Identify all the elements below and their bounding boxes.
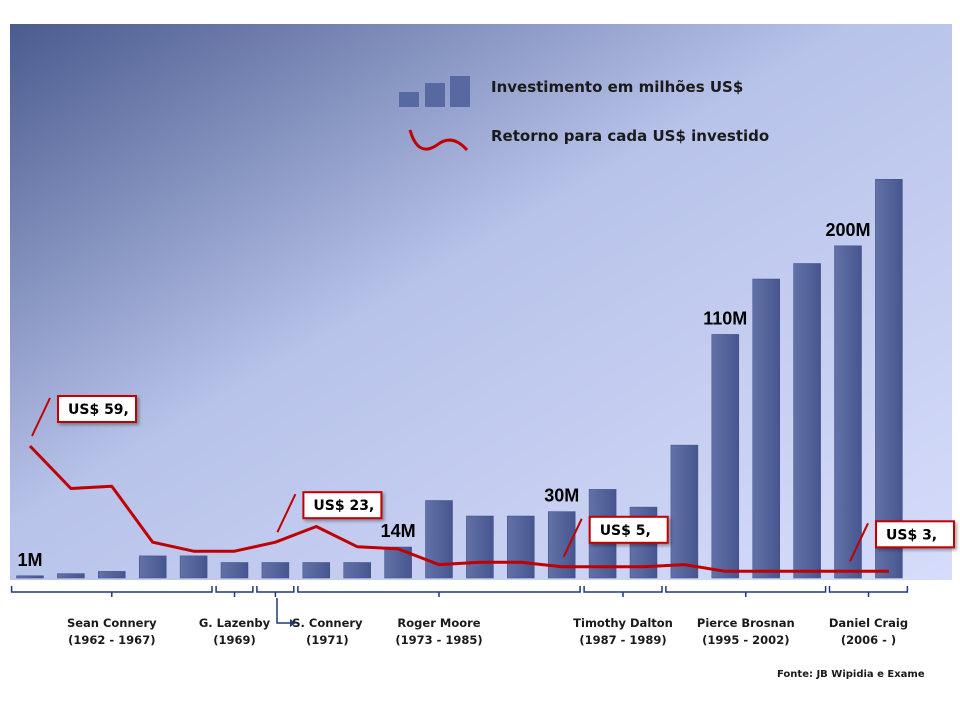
bar-1973 bbox=[302, 562, 331, 579]
callouts: US$ 59, US$ 23, US$ 5, US$ 3, bbox=[31, 395, 955, 562]
era-name-0: Sean Connery bbox=[67, 616, 157, 630]
bar-1995 bbox=[670, 444, 699, 579]
legend-bar-icon-1 bbox=[399, 92, 419, 107]
bar-1964 bbox=[98, 571, 126, 579]
bar-1963 bbox=[57, 573, 85, 579]
era-years-1: (1969) bbox=[213, 633, 256, 647]
era-brackets: Sean Connery (1962 - 1967) G. Lazenby (1969… bbox=[10, 586, 909, 647]
era-name-3: Roger Moore bbox=[397, 616, 480, 630]
bar-1999 bbox=[752, 278, 780, 579]
era-bracket-3 bbox=[297, 586, 581, 597]
bars-layer bbox=[16, 179, 903, 579]
peak-label-1977: 14M bbox=[381, 521, 416, 541]
legend-line-icon bbox=[408, 129, 469, 152]
callout-pointer-2006 bbox=[849, 522, 869, 562]
bar-1969 bbox=[220, 562, 249, 579]
era-years-6: (2006 - ) bbox=[841, 633, 896, 647]
bar-1967 bbox=[179, 555, 208, 579]
era-bracket-6 bbox=[828, 586, 909, 597]
source-note: Fonte: JB Wipidia e Exame bbox=[777, 669, 925, 680]
bar-1971 bbox=[261, 562, 290, 579]
era-name-1: G. Lazenby bbox=[199, 616, 271, 630]
era-years-2: (1971) bbox=[306, 633, 349, 647]
bar-1974 bbox=[343, 562, 371, 579]
era-years-0: (1962 - 1967) bbox=[68, 633, 155, 647]
era-bracket-5 bbox=[665, 586, 827, 597]
peak-label-1985: 30M bbox=[544, 486, 579, 506]
callout-box-1985 bbox=[588, 515, 669, 544]
era-years-5: (1995 - 2002) bbox=[702, 633, 789, 647]
era-bracket-1 bbox=[215, 586, 254, 597]
legend: Investimento em milhões US$ Retorno para… bbox=[399, 76, 769, 152]
era-years-3: (1973 - 1985) bbox=[395, 633, 482, 647]
return-line bbox=[28, 444, 889, 573]
peak-label-2006: 200M bbox=[825, 220, 870, 240]
s-connery-arrow bbox=[276, 598, 290, 624]
callout-box-1971 bbox=[302, 491, 383, 520]
bar-2006 bbox=[834, 245, 862, 579]
callout-text-1971: US$ 23, bbox=[313, 498, 374, 514]
era-bracket-4 bbox=[583, 586, 663, 597]
callout-pointer-1962 bbox=[31, 397, 51, 437]
era-years-4: (1987 - 1989) bbox=[579, 633, 666, 647]
bar-1981 bbox=[466, 515, 494, 579]
bar-1979 bbox=[425, 500, 453, 579]
legend-investment-label: Investimento em milhões US$ bbox=[491, 78, 743, 96]
bar-2002 bbox=[793, 263, 821, 579]
peak-labels: 1M 14M 30M 110M 200M bbox=[17, 220, 870, 570]
era-name-6: Daniel Craig bbox=[829, 616, 908, 630]
era-bracket-2 bbox=[256, 586, 295, 597]
legend-bar-icon-2 bbox=[425, 83, 445, 107]
peak-label-1997: 110M bbox=[703, 308, 747, 328]
legend-bar-icon-3 bbox=[450, 76, 470, 107]
callout-pointer-1985 bbox=[562, 518, 583, 558]
callout-text-1985: US$ 5, bbox=[600, 523, 651, 539]
callout-text-2006: US$ 3, bbox=[886, 527, 937, 543]
callout-box-2006 bbox=[875, 520, 955, 549]
era-name-5: Pierce Brosnan bbox=[697, 616, 795, 630]
bar-1962 bbox=[16, 575, 44, 579]
s-connery-arrowhead bbox=[290, 619, 296, 627]
bar-1997 bbox=[711, 334, 740, 579]
line-layer bbox=[28, 444, 889, 573]
era-bracket-0 bbox=[10, 586, 213, 597]
callout-pointer-1971 bbox=[276, 493, 297, 533]
era-name-4: Timothy Dalton bbox=[573, 616, 673, 630]
legend-return-label: Retorno para cada US$ investido bbox=[491, 127, 769, 145]
peak-label-1962: 1M bbox=[17, 550, 42, 570]
bar-1965 bbox=[138, 555, 167, 579]
era-name-2: S. Connery bbox=[292, 616, 363, 630]
callout-box-1962 bbox=[57, 395, 137, 423]
bar-1983 bbox=[507, 515, 535, 579]
callout-text-1962: US$ 59, bbox=[68, 402, 129, 418]
bar-2008 bbox=[875, 179, 903, 579]
